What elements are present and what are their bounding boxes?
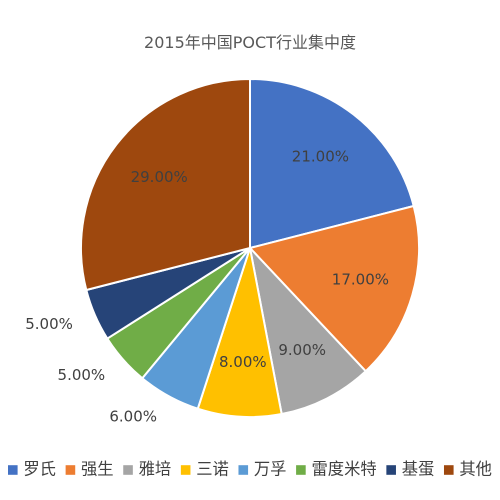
slice-1	[249, 77, 415, 250]
legend-label: 基蛋	[402, 459, 435, 478]
legend-label: 三诺	[196, 459, 229, 478]
legend-label: 罗氏	[23, 459, 56, 478]
legend-item-1: 罗氏	[8, 459, 56, 478]
legend-swatch	[238, 465, 249, 475]
legend-item-2: 强生	[65, 459, 114, 478]
legend-label: 雷度米特	[311, 459, 376, 478]
data-label-2: 17.00%	[332, 271, 389, 289]
legend-item-5: 万孚	[238, 459, 286, 478]
legend-label: 强生	[81, 459, 114, 478]
legend-swatch	[180, 465, 191, 475]
data-label-8: 29.00%	[131, 168, 188, 186]
data-label-5: 6.00%	[109, 408, 157, 426]
legend-item-7: 基蛋	[386, 459, 434, 478]
data-label-7: 5.00%	[25, 315, 73, 333]
legend-swatch	[443, 465, 454, 475]
pie-slices	[80, 77, 421, 419]
chart-title: 2015年中国POCT行业集中度	[144, 33, 356, 52]
legend-swatch	[123, 465, 133, 475]
legend-item-6: 雷度米特	[296, 459, 377, 478]
legend-item-8: 其他	[443, 459, 492, 478]
slice-8	[80, 77, 251, 292]
legend: 罗氏 强生 雅培 三诺 万孚 雷度米特 基蛋 其他	[8, 459, 492, 478]
legend-swatch	[386, 465, 396, 475]
data-label-3: 9.00%	[278, 341, 326, 359]
legend-label: 其他	[459, 459, 492, 478]
legend-item-4: 三诺	[180, 459, 229, 478]
legend-label: 雅培	[139, 459, 172, 478]
data-label-4: 8.00%	[219, 353, 267, 371]
legend-item-3: 雅培	[123, 459, 171, 478]
data-labels: 21.00% 17.00% 9.00% 8.00% 6.00% 5.00% 5.00% 29.…	[25, 148, 389, 426]
slice-3	[248, 244, 368, 416]
data-label-6: 5.00%	[58, 366, 106, 384]
slice-2	[248, 204, 421, 373]
legend-label: 万孚	[254, 459, 287, 478]
legend-swatch	[8, 465, 18, 475]
legend-swatch	[296, 465, 306, 475]
data-label-1: 21.00%	[292, 148, 349, 166]
legend-swatch	[65, 465, 76, 475]
